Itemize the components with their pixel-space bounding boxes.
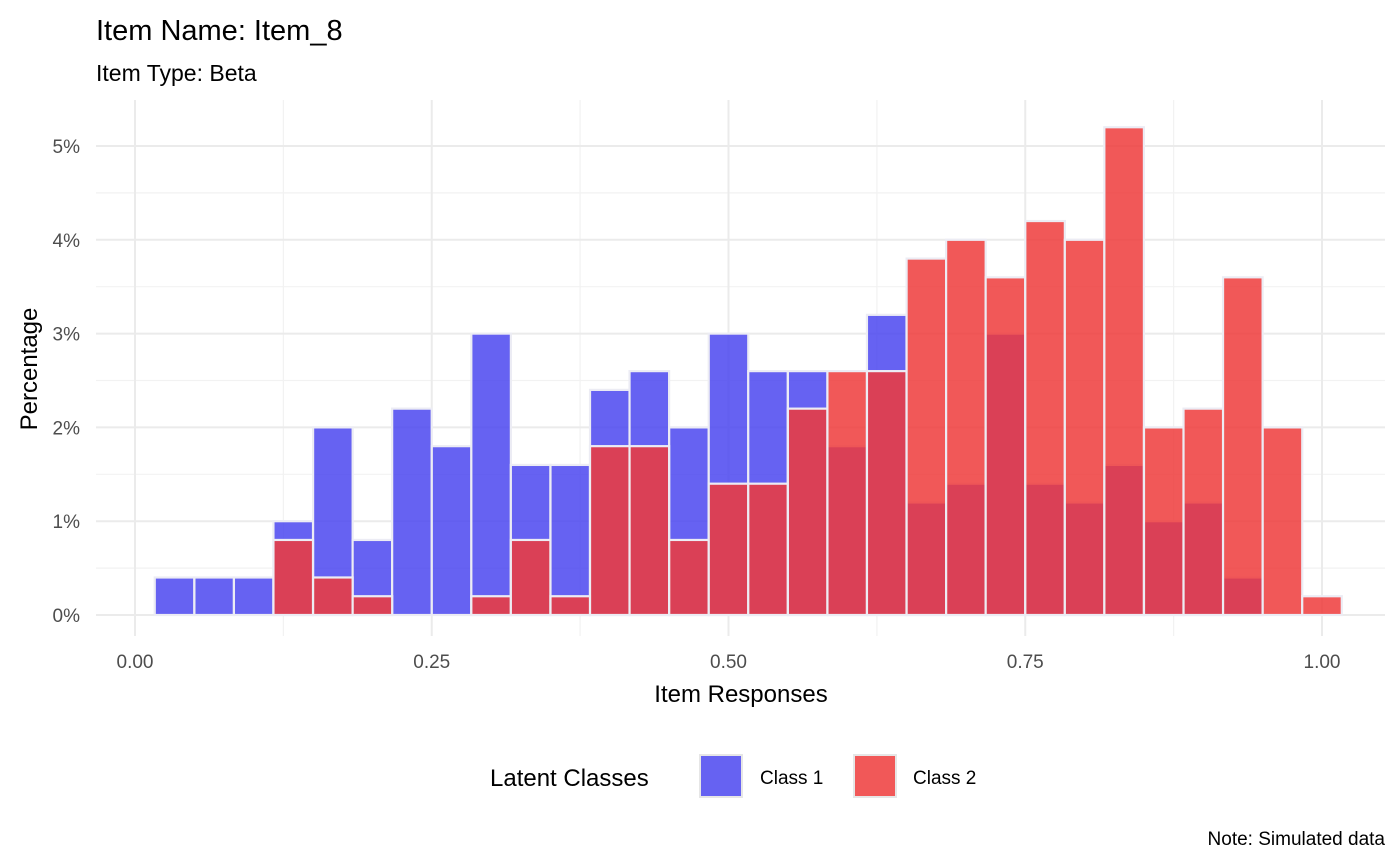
bar-class-2	[1103, 126, 1146, 617]
chart-title: Item Name: Item_8	[96, 15, 343, 47]
bar-class-1	[549, 463, 592, 617]
bar-class-2	[1142, 426, 1185, 617]
bar-class-2	[549, 595, 592, 617]
bar-class-2	[707, 482, 750, 617]
bar-class-2	[945, 238, 987, 617]
bar-class-2	[1182, 407, 1225, 617]
bar-class-2	[905, 257, 948, 617]
bar-class-2	[1063, 238, 1106, 617]
bar-class-2	[747, 482, 789, 617]
legend-key-class-1	[699, 754, 743, 798]
bar-class-2	[588, 445, 631, 617]
chart-subtitle: Item Type: Beta	[96, 60, 257, 86]
bar-class-2	[1024, 219, 1066, 617]
bar-class-1	[391, 407, 433, 617]
y-tick-label: 0%	[53, 606, 81, 627]
y-tick-label: 1%	[53, 512, 81, 533]
bar-class-2	[786, 407, 829, 617]
x-tick-label: 0.25	[413, 652, 450, 673]
bars-class-2	[272, 126, 1343, 617]
y-tick-label: 2%	[53, 418, 81, 439]
y-tick-label: 5%	[53, 137, 81, 158]
x-tick-label: 0.50	[710, 652, 747, 673]
bar-class-2	[826, 370, 869, 617]
bar-class-2	[628, 445, 671, 617]
y-tick-label: 3%	[53, 325, 81, 346]
bar-class-2	[272, 538, 315, 617]
legend-label-class-1: Class 1	[760, 768, 823, 789]
legend-label-class-2: Class 2	[913, 768, 976, 789]
bar-class-1	[232, 576, 275, 617]
bar-class-2	[311, 576, 354, 617]
legend-key-class-2	[853, 754, 897, 798]
bar-class-1	[153, 576, 196, 617]
bar-class-2	[1221, 276, 1264, 617]
bar-class-1	[430, 445, 473, 617]
bar-class-2	[668, 538, 710, 617]
bar-class-2	[984, 276, 1027, 617]
y-tick-label: 4%	[53, 231, 81, 252]
legend-title: Latent Classes	[490, 765, 649, 792]
bar-class-2	[865, 370, 908, 617]
x-axis-title: Item Responses	[654, 681, 827, 708]
x-tick-label: 0.75	[1007, 652, 1044, 673]
bar-class-2	[351, 595, 394, 617]
bar-class-2	[470, 595, 512, 617]
bar-class-2	[1301, 595, 1343, 617]
y-axis-title: Percentage	[16, 308, 43, 431]
x-axis-ticks: 0.00 0.25 0.50 0.75 1.00	[117, 652, 1341, 673]
bar-class-2	[1261, 426, 1304, 617]
bar-class-1	[193, 576, 236, 617]
chart-caption: Note: Simulated data	[1208, 829, 1386, 850]
x-tick-label: 1.00	[1304, 652, 1341, 673]
x-tick-label: 0.00	[117, 652, 154, 673]
legend: Latent Classes Class 1 Class 2	[490, 754, 976, 798]
bar-class-2	[509, 538, 552, 617]
y-axis-ticks: 0% 1% 2% 3% 4% 5%	[53, 137, 81, 627]
bar-class-1	[470, 332, 512, 617]
